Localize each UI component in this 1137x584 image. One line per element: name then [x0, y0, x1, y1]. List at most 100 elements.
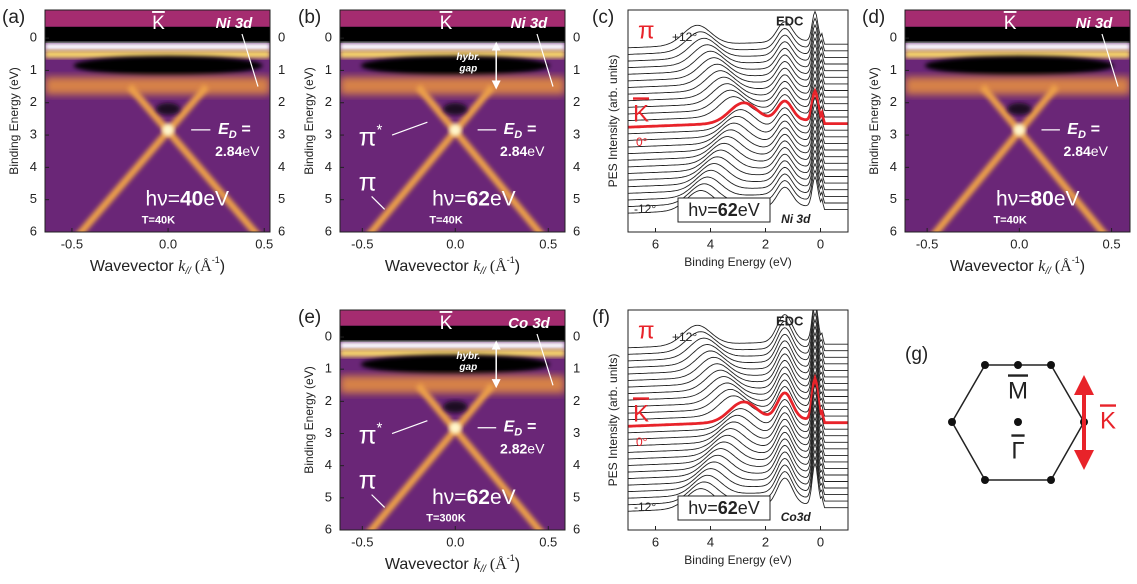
- y-axis-label: PES Intensity (arb. units): [606, 354, 620, 487]
- panel-label: (g): [905, 344, 928, 365]
- bz-point: [1047, 361, 1055, 369]
- k-point: K: [440, 313, 453, 334]
- k-point: K: [633, 100, 649, 127]
- edc-curve: [628, 370, 848, 421]
- edc-curve: [628, 389, 848, 440]
- k-point: K: [1100, 407, 1116, 434]
- edc-curve: [628, 350, 848, 401]
- y-tick-label: 2: [890, 94, 897, 109]
- y-axis-label: Binding Energy (eV): [7, 67, 21, 174]
- edc-curve: [628, 363, 848, 414]
- dirac-label: ED =: [504, 419, 536, 439]
- x-axis-label-part: ): [1080, 258, 1085, 275]
- pi-label: π: [359, 465, 377, 495]
- y-tick-label-right: 2: [573, 393, 580, 408]
- y-tick-label: 1: [890, 62, 897, 77]
- edc-curve: [628, 87, 848, 129]
- x-tick-label: 0.5: [539, 236, 557, 251]
- edc-curve: [628, 129, 848, 168]
- dirac-unit: eV: [527, 440, 545, 456]
- hybrid-gap: [73, 55, 263, 76]
- y-axis-label: Binding Energy (eV): [867, 67, 881, 174]
- dirac-unit: eV: [242, 143, 260, 159]
- x-tick-label: -0.5: [351, 236, 373, 251]
- dirac-unit: eV: [527, 143, 545, 159]
- y-tick-label: 0: [890, 30, 897, 45]
- x-tick-label: 6: [652, 534, 659, 549]
- panel: (c) EDC π K +12° 0° -12° hν=62eV Ni 3d 6 4 2 0 PES In…: [592, 7, 849, 269]
- x-tick-label: 2: [762, 534, 769, 549]
- angle-label: 0°: [636, 435, 648, 449]
- pi-star: π*: [359, 420, 383, 450]
- angle-label: -12°: [634, 202, 656, 216]
- y-tick-label-right: 3: [573, 126, 580, 141]
- photon-prefix: hν=: [432, 187, 466, 210]
- band-dark: [45, 26, 270, 43]
- k-point: K: [1004, 13, 1017, 34]
- leader: [1101, 33, 1119, 87]
- k-point: K: [152, 13, 165, 34]
- photon-prefix: hν=: [432, 485, 466, 508]
- dark-spot: [156, 102, 181, 115]
- x-tick-label: 6: [652, 236, 659, 251]
- photon-energy: hν=62eV: [432, 485, 515, 508]
- x-tick-label: 0.0: [159, 236, 177, 251]
- x-tick-label: 0.0: [446, 534, 464, 549]
- dirac-label-part: D: [514, 129, 522, 141]
- x-tick-label: 4: [707, 534, 714, 549]
- band-orange: [340, 375, 565, 394]
- plot-area: [628, 310, 848, 530]
- edc-curve: [628, 43, 848, 82]
- frame: [627, 9, 849, 233]
- band-orange: [45, 76, 270, 95]
- x-tick-label: 0.5: [539, 534, 557, 549]
- x-axis-label-part: (Å: [191, 257, 212, 275]
- edc-curve: [628, 435, 848, 486]
- frame: [627, 309, 849, 531]
- dirac-label-part: D: [514, 427, 522, 439]
- x-axis-label-part: Wavevector: [385, 556, 473, 573]
- y-tick-label-right: 1: [573, 361, 580, 376]
- x-tick-label: 0.0: [1010, 236, 1028, 251]
- frame: [339, 309, 566, 531]
- band-yellow: [905, 50, 1130, 59]
- edc-curve: [628, 318, 848, 368]
- image-top: [905, 10, 1130, 27]
- edc-curve: [628, 17, 848, 55]
- dirac-label: ED =: [504, 121, 536, 141]
- dirac-cone: [366, 383, 496, 530]
- plot-area: [905, 10, 1130, 232]
- dirac-label-part: D: [229, 129, 237, 141]
- panel-label: (a): [2, 7, 25, 28]
- band-yellow: [340, 50, 565, 59]
- x-axis-label-part: (Å: [486, 555, 507, 573]
- dirac-value: 2.84: [500, 143, 527, 159]
- angle-label: 0°: [636, 135, 648, 149]
- pi-star: π*: [359, 121, 383, 151]
- dark-spot: [443, 400, 468, 413]
- temperature: T=300K: [426, 513, 465, 525]
- y-tick-label-right: 3: [278, 126, 285, 141]
- edc-curve: [628, 83, 848, 122]
- y-tick-label-right: 6: [573, 223, 580, 238]
- frame: [904, 9, 1131, 233]
- band-yellow: [340, 349, 565, 357]
- edc-curve: [628, 416, 848, 466]
- photon-box: [677, 495, 771, 521]
- x-axis-label: Wavevector k// (Å-1): [950, 255, 1085, 276]
- y-tick-label-right: 5: [573, 489, 580, 504]
- edc-curve: [628, 324, 848, 375]
- dirac-value: 2.84: [215, 143, 242, 159]
- photon-energy: hν=80eV: [996, 187, 1080, 210]
- x-tick-label: 0: [817, 534, 824, 549]
- dirac-cone: [415, 84, 544, 232]
- edc-curve: [628, 156, 848, 194]
- x-axis-label-part: //: [479, 564, 487, 575]
- leader: [241, 33, 259, 87]
- x-tick-label: 4: [707, 236, 714, 251]
- temperature: T=40K: [429, 215, 462, 227]
- y-tick-label-right: 6: [573, 521, 580, 536]
- d-level: Ni 3d: [1076, 15, 1114, 32]
- photon-value: 80: [1030, 187, 1053, 210]
